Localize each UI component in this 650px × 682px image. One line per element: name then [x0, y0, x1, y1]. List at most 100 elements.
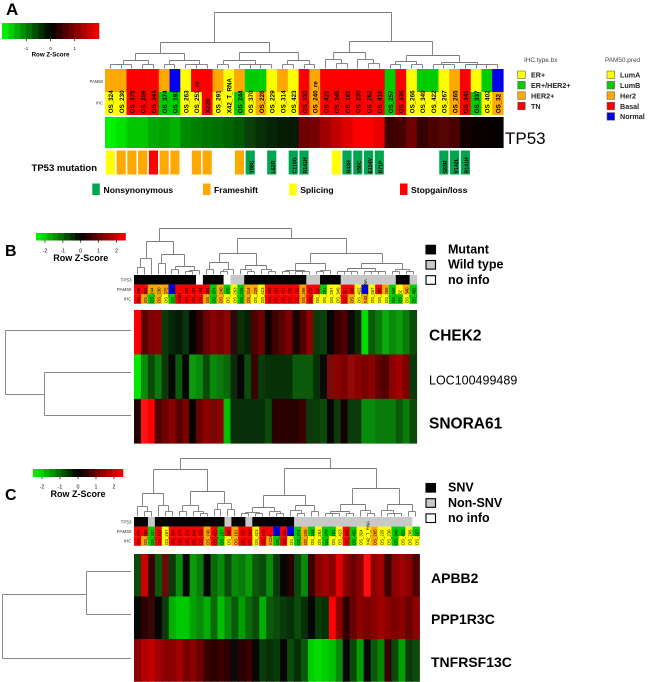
- svg-text:OS_265: OS_265: [384, 287, 389, 303]
- svg-text:Non-SNV: Non-SNV: [448, 496, 503, 510]
- svg-text:OS_374: OS_374: [296, 529, 301, 545]
- svg-text:-1: -1: [58, 485, 63, 491]
- svg-text:OS_263: OS_263: [317, 529, 322, 545]
- svg-text:OS_344: OS_344: [157, 529, 162, 545]
- svg-text:IHC.type.bx: IHC.type.bx: [524, 57, 558, 64]
- svg-text:B: B: [5, 243, 17, 260]
- svg-text:X42_T_RNA: X42_T_RNA: [227, 78, 234, 114]
- svg-text:Her2: Her2: [620, 91, 636, 100]
- svg-text:OS_410: OS_410: [261, 529, 266, 545]
- svg-text:X228: X228: [177, 293, 182, 304]
- svg-text:OS_291: OS_291: [331, 529, 336, 545]
- svg-text:OS_340: OS_340: [405, 287, 410, 303]
- svg-text:-2: -2: [43, 249, 48, 255]
- svg-text:OS_266: OS_266: [409, 90, 416, 113]
- svg-text:OS_324: OS_324: [315, 287, 320, 303]
- svg-text:OS_32: OS_32: [495, 93, 502, 113]
- svg-text:0: 0: [77, 485, 80, 491]
- svg-text:A: A: [6, 0, 18, 19]
- svg-text:Y88C: Y88C: [357, 160, 363, 173]
- svg-text:OS_341: OS_341: [345, 529, 350, 545]
- svg-text:OS_244: OS_244: [150, 287, 155, 303]
- svg-text:OS_423: OS_423: [338, 529, 343, 545]
- svg-text:OS_423: OS_423: [260, 287, 265, 303]
- svg-text:APBB2: APBB2: [431, 570, 479, 586]
- svg-text:OS_349: OS_349: [336, 287, 341, 303]
- svg-text:OS_333: OS_333: [302, 90, 309, 113]
- svg-text:OS_262: OS_262: [294, 287, 299, 303]
- svg-text:OS_421: OS_421: [323, 90, 330, 113]
- svg-text:OS_422: OS_422: [431, 90, 438, 113]
- svg-text:Splicing: Splicing: [300, 185, 333, 195]
- svg-text:LOC100499489: LOC100499489: [429, 374, 517, 388]
- svg-text:Row Z-Score: Row Z-Score: [53, 253, 108, 263]
- svg-text:0: 0: [49, 46, 52, 51]
- svg-text:OS_410: OS_410: [308, 287, 313, 303]
- svg-text:OS_410: OS_410: [377, 90, 384, 113]
- svg-text:OS_235: OS_235: [240, 529, 245, 545]
- svg-text:OS_402: OS_402: [352, 529, 357, 545]
- svg-text:OS_344: OS_344: [151, 90, 158, 113]
- svg-text:OS_229: OS_229: [270, 90, 277, 113]
- svg-text:OS_314: OS_314: [246, 287, 251, 303]
- svg-text:LumA: LumA: [620, 71, 640, 80]
- svg-text:OS_259: OS_259: [185, 529, 190, 545]
- svg-text:LumB: LumB: [620, 81, 640, 90]
- svg-text:OS_345: OS_345: [226, 529, 231, 545]
- svg-text:OS_336: OS_336: [136, 287, 141, 303]
- svg-text:OS_267: OS_267: [164, 529, 169, 545]
- svg-text:OS_263: OS_263: [183, 90, 190, 113]
- svg-text:OS_345: OS_345: [334, 90, 341, 113]
- svg-text:OS_181: OS_181: [345, 90, 352, 113]
- svg-text:OS_349: OS_349: [420, 90, 427, 113]
- svg-text:Row Z-Score: Row Z-Score: [50, 489, 105, 499]
- svg-text:OS_423: OS_423: [291, 90, 298, 113]
- svg-text:TNFRSF13C: TNFRSF13C: [431, 654, 512, 670]
- svg-text:OS_375: OS_375: [136, 529, 141, 545]
- svg-text:OS_402: OS_402: [377, 287, 382, 303]
- svg-text:2: 2: [115, 249, 118, 255]
- svg-text:R141H: R141H: [465, 157, 471, 173]
- svg-text:IHC: IHC: [124, 539, 133, 544]
- svg-text:R71P: R71P: [379, 160, 385, 174]
- svg-text:OS_341: OS_341: [143, 287, 148, 303]
- svg-text:OS_324: OS_324: [359, 529, 364, 545]
- svg-text:OS_314: OS_314: [280, 90, 287, 113]
- svg-text:OS_181: OS_181: [233, 529, 238, 545]
- svg-text:OS_344: OS_344: [198, 287, 203, 303]
- svg-text:Row Z-Score: Row Z-Score: [32, 52, 70, 59]
- svg-text:OS_402: OS_402: [411, 287, 416, 303]
- svg-text:OS_251_re: OS_251_re: [194, 81, 201, 114]
- svg-text:OS_230: OS_230: [119, 90, 126, 113]
- svg-text:OS_244: OS_244: [310, 529, 315, 545]
- svg-text:C110G: C110G: [292, 157, 298, 173]
- svg-text:TP53 mutation: TP53 mutation: [32, 163, 98, 174]
- svg-text:TP53: TP53: [505, 129, 546, 148]
- svg-text:OS_230: OS_230: [157, 287, 162, 303]
- svg-text:TN: TN: [531, 102, 541, 111]
- svg-text:PPP1R3C: PPP1R3C: [431, 611, 495, 627]
- svg-text:OS_370: OS_370: [248, 90, 255, 113]
- svg-text:OS_344: OS_344: [192, 529, 197, 545]
- svg-text:OS_266: OS_266: [407, 529, 412, 545]
- svg-text:1: 1: [97, 249, 100, 255]
- svg-text:TP53: TP53: [121, 278, 132, 283]
- svg-text:CHEK2: CHEK2: [429, 328, 482, 345]
- svg-text:PAM50: PAM50: [117, 287, 132, 292]
- svg-text:-1: -1: [60, 249, 65, 255]
- svg-text:OS_251: OS_251: [205, 287, 210, 303]
- svg-text:OS_32: OS_32: [398, 289, 403, 303]
- svg-text:Normal: Normal: [620, 112, 645, 121]
- svg-text:X42_T_RNA: X42_T_RNA: [366, 521, 371, 545]
- svg-text:Nonsynonymous: Nonsynonymous: [104, 185, 174, 195]
- svg-text:OS_257: OS_257: [388, 90, 395, 113]
- svg-text:OS_191: OS_191: [170, 287, 175, 303]
- svg-text:OS_349: OS_349: [393, 529, 398, 545]
- svg-text:OS_337: OS_337: [343, 287, 348, 303]
- svg-text:L62R: L62R: [271, 161, 277, 174]
- svg-text:Y88C: Y88C: [249, 160, 255, 173]
- svg-text:HER2+: HER2+: [531, 91, 554, 100]
- svg-text:OS_337: OS_337: [150, 529, 155, 545]
- svg-text:OS_291: OS_291: [322, 287, 327, 303]
- svg-text:OS_375: OS_375: [130, 90, 137, 113]
